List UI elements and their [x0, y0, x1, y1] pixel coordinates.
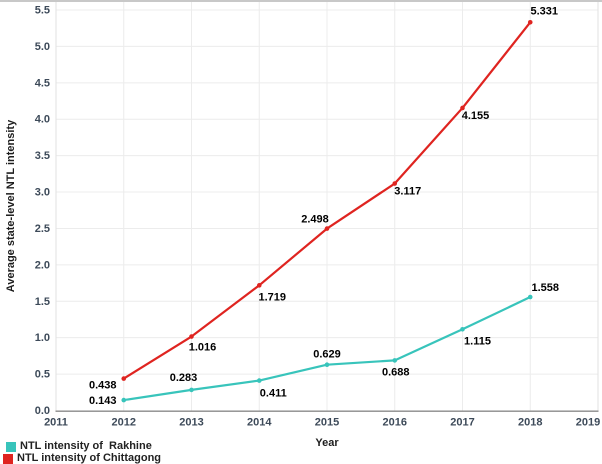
y-tick-label: 3.5 — [35, 150, 50, 162]
x-tick-label: 2018 — [518, 417, 542, 429]
y-tick-label: 2.0 — [35, 259, 50, 271]
y-tick-label: 1.0 — [35, 332, 50, 344]
legend-item-rakhine: NTL intensity of Rakhine — [6, 441, 161, 452]
y-tick-label: 5.0 — [35, 41, 50, 53]
y-tick-label: 3.0 — [35, 187, 50, 199]
y-tick-label: 5.5 — [35, 5, 50, 17]
data-point — [256, 283, 262, 288]
data-label: 1.016 — [189, 342, 217, 354]
data-label: 5.331 — [530, 5, 558, 17]
data-point — [189, 334, 194, 339]
data-point — [189, 387, 194, 393]
y-tick-label: 4.5 — [35, 77, 50, 89]
data-point — [324, 226, 330, 231]
data-point — [392, 358, 398, 363]
data-label: 3.117 — [394, 186, 421, 198]
data-label: 0.283 — [170, 372, 198, 384]
legend-item-chittagong: NTL intensity of Chittagong — [3, 453, 161, 464]
data-label: 1.719 — [258, 291, 286, 303]
x-tick-label: 2011 — [44, 417, 68, 429]
x-tick-label: 2014 — [247, 417, 272, 429]
data-label: 0.411 — [260, 388, 287, 400]
data-label: 0.688 — [382, 366, 410, 378]
y-tick-label: 0.0 — [35, 405, 50, 417]
x-tick-label: 2012 — [112, 417, 136, 429]
data-point — [392, 181, 398, 186]
data-label: 0.629 — [313, 349, 341, 361]
x-tick-label: 2013 — [179, 417, 203, 429]
data-label: 0.438 — [89, 380, 117, 392]
y-tick-label: 0.5 — [35, 369, 50, 381]
data-label: 1.558 — [531, 282, 559, 294]
data-point — [121, 376, 127, 381]
data-label: 1.115 — [464, 335, 491, 347]
x-tick-label: 2016 — [383, 417, 407, 429]
data-point — [527, 20, 533, 25]
legend: NTL intensity of Rakhine NTL intensity o… — [3, 441, 161, 464]
data-point — [460, 105, 465, 111]
data-point — [121, 397, 127, 403]
data-point — [256, 378, 262, 383]
legend-swatch-chittagong-icon — [3, 453, 13, 464]
data-label: 4.155 — [462, 110, 490, 122]
x-tick-label: 2019 — [576, 417, 600, 429]
x-tick-label: 2017 — [450, 417, 474, 429]
y-tick-label: 4.0 — [35, 114, 50, 126]
data-point — [460, 327, 465, 332]
data-label: 2.498 — [301, 214, 329, 226]
data-point — [324, 362, 330, 367]
legend-label-rakhine: NTL intensity of Rakhine — [20, 440, 152, 452]
legend-label-chittagong: NTL intensity of Chittagong — [17, 452, 162, 464]
figure-top-border — [0, 0, 602, 2]
y-axis-title: Average state-level NTL intensity — [5, 119, 17, 293]
x-axis-title: Year — [315, 437, 339, 449]
y-tick-label: 2.5 — [35, 223, 50, 235]
y-tick-label: 1.5 — [35, 296, 50, 308]
legend-swatch-rakhine-icon — [6, 441, 16, 452]
data-label: 0.143 — [89, 395, 117, 407]
x-tick-label: 2015 — [315, 417, 339, 429]
data-point — [527, 294, 533, 300]
